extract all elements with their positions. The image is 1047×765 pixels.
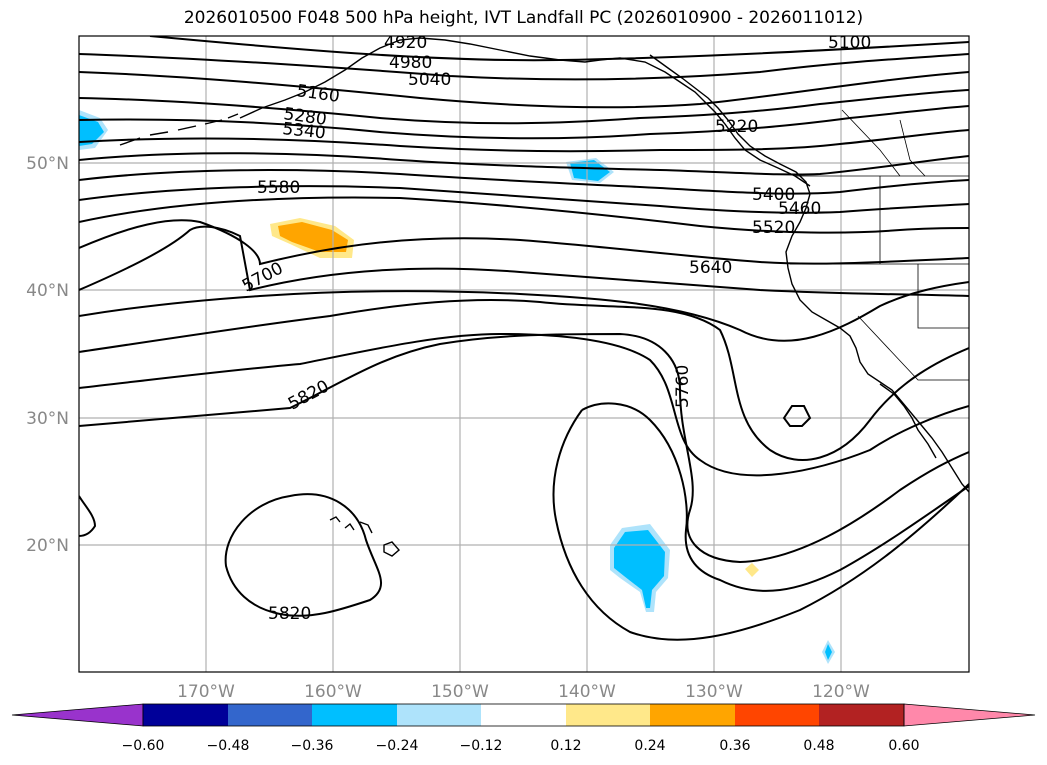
colorbar: −0.60 −0.48 −0.36 −0.24 −0.12 0.12 0.24 … [11,703,1036,754]
negative-shading-subtropic-core [614,530,665,608]
lon-label: 120°W [812,682,870,702]
bc-coast [649,54,811,195]
contour-label: 5820 [268,604,311,624]
colorbar-bin [650,704,735,726]
contour-label: 5160 [295,81,341,107]
colorbar-tick-label: 0.24 [634,738,665,754]
positive-shading-small [745,563,759,577]
ivt-shading [79,110,835,664]
contour-label: 5400 [752,185,795,205]
colorbar-tick-label: −0.24 [376,738,419,754]
west-coast [785,193,969,493]
lon-label: 150°W [431,682,489,702]
colorbar-extend-left [11,703,144,727]
contour-label: 5040 [408,70,451,90]
height-contours [79,36,969,641]
contour-label: 4980 [389,53,432,73]
contour-label: 5100 [828,33,871,53]
positive-shading-central-core [278,222,348,252]
lon-label: 160°W [304,682,362,702]
colorbar-bin [397,704,481,726]
contour-label: 4920 [384,33,427,53]
colorbar-tick-label: −0.48 [207,738,250,754]
border-canada-provinces [841,109,926,177]
contour-label: 5520 [752,218,795,238]
colorbar-tick-label: −0.12 [460,738,503,754]
negative-shading-nw-core [79,115,104,146]
colorbar-bin [735,704,819,726]
contour-label: 5580 [257,178,300,198]
colorbar-tick-label: −0.36 [291,738,334,754]
colorbar-tick-label: 0.36 [719,738,750,754]
negative-shading-gulf-core [570,160,610,181]
map-title: 2026010500 F048 500 hPa height, IVT Land… [183,8,864,28]
latitude-labels: 50°N 40°N 30°N 20°N [26,154,69,556]
colorbar-tick-label: −0.60 [122,738,165,754]
lat-label: 20°N [26,536,69,556]
contour-label: 5220 [715,117,758,137]
lon-label: 170°W [177,682,235,702]
colorbar-bin [819,704,904,726]
colorbar-bin [143,704,228,726]
map-plot-area: 4920 4980 5040 5100 5160 5280 5340 5220 … [79,33,969,672]
contour-label: 5760 [673,365,693,408]
lat-label: 50°N [26,154,69,174]
negative-shading-small-core [825,644,832,660]
hawaii-islands [329,516,400,557]
lat-label: 30°N [26,409,69,429]
lat-label: 40°N [26,281,69,301]
contour-label: 5340 [281,119,326,143]
alaska-coast [239,37,811,187]
border-states [790,176,969,381]
colorbar-bin [312,704,397,726]
colorbar-tick-label: 0.48 [803,738,834,754]
colorbar-bin [481,704,566,726]
contour-label: 5820 [285,376,333,414]
contour-label: 5640 [689,258,732,278]
lon-label: 140°W [558,682,616,702]
colorbar-bin [228,704,312,726]
colorbar-ticks: −0.60 −0.48 −0.36 −0.24 −0.12 0.12 0.24 … [122,738,920,754]
graticule [79,36,969,672]
colorbar-bin [566,704,650,726]
colorbar-tick-label: 0.60 [888,738,919,754]
aleutian-islands [119,113,239,146]
colorbar-tick-label: 0.12 [550,738,581,754]
lon-label: 130°W [685,682,743,702]
colorbar-frame [142,703,905,727]
colorbar-extend-right [903,703,1036,727]
contour-label: 5460 [778,199,821,219]
coastlines [119,37,969,557]
map-frame [78,35,970,673]
longitude-labels: 170°W 160°W 150°W 140°W 130°W 120°W [177,682,870,702]
